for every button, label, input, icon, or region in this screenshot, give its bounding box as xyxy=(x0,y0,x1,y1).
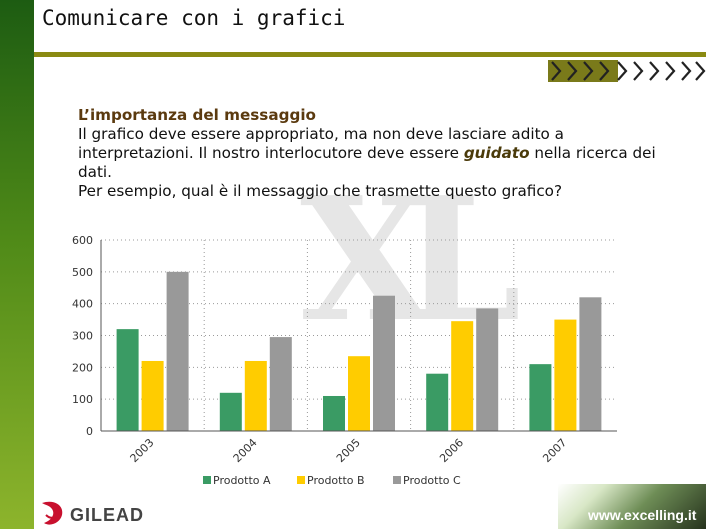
x-tick-label: 2006 xyxy=(437,436,466,465)
slide-title: Comunicare con i grafici xyxy=(42,6,346,30)
bar-chart: 0 100 200 300 400 500 600 2003 2004 2005 2006 2007 P… xyxy=(72,234,617,487)
text-line-4: Per esempio, qual è il messaggio che tra… xyxy=(78,182,563,200)
bar xyxy=(373,295,395,431)
bar xyxy=(116,329,139,431)
legend-swatch xyxy=(297,476,305,484)
y-tick-label: 200 xyxy=(72,361,93,374)
legend-swatch xyxy=(203,476,211,484)
bar xyxy=(269,337,292,431)
bar xyxy=(348,356,370,431)
y-tick-label: 500 xyxy=(72,266,93,279)
text-line-3: dati. xyxy=(78,163,112,181)
left-accent-band xyxy=(0,0,34,529)
legend-swatch xyxy=(393,476,401,484)
legend-label: Prodotto C xyxy=(403,474,461,487)
y-tick-label: 0 xyxy=(86,425,93,438)
y-tick-label: 400 xyxy=(72,298,93,311)
slide-text: L’importanza del messaggio Il grafico de… xyxy=(78,106,703,201)
y-tick-label: 100 xyxy=(72,393,93,406)
bar xyxy=(451,321,474,431)
bar xyxy=(244,360,267,431)
bar xyxy=(554,319,577,431)
slide-heading: L’importanza del messaggio xyxy=(78,106,316,124)
x-tick-label: 2003 xyxy=(128,436,157,465)
legend-label: Prodotto B xyxy=(307,474,365,487)
gilead-logo-text: GILEAD xyxy=(70,505,145,525)
text-line-2-end: nella ricerca dei xyxy=(529,144,656,162)
y-tick-label: 300 xyxy=(72,330,93,343)
bar xyxy=(219,392,242,431)
bar xyxy=(579,297,602,431)
bar xyxy=(426,373,449,431)
bar xyxy=(166,271,189,431)
gilead-logo-icon xyxy=(42,501,63,525)
text-line-2: interpretazioni. Il nostro interlocutore… xyxy=(78,144,703,163)
bar xyxy=(529,364,552,431)
chevron-decoration-icon xyxy=(548,60,706,82)
corner-image xyxy=(558,484,706,529)
x-tick-label: 2007 xyxy=(540,436,569,465)
bar xyxy=(476,308,499,431)
website-url: www.excelling.it xyxy=(588,507,697,523)
text-line-2-start: interpretazioni. Il nostro interlocutore… xyxy=(78,144,464,162)
y-tick-label: 600 xyxy=(72,234,93,247)
bar xyxy=(141,360,164,431)
title-rule xyxy=(34,52,706,57)
x-tick-label: 2004 xyxy=(231,436,260,465)
x-tick-label: 2005 xyxy=(334,436,363,465)
text-line-1: Il grafico deve essere appropriato, ma n… xyxy=(78,125,564,143)
emphasis-word: guidato xyxy=(463,144,530,162)
bar xyxy=(323,395,345,431)
legend-label: Prodotto A xyxy=(213,474,271,487)
